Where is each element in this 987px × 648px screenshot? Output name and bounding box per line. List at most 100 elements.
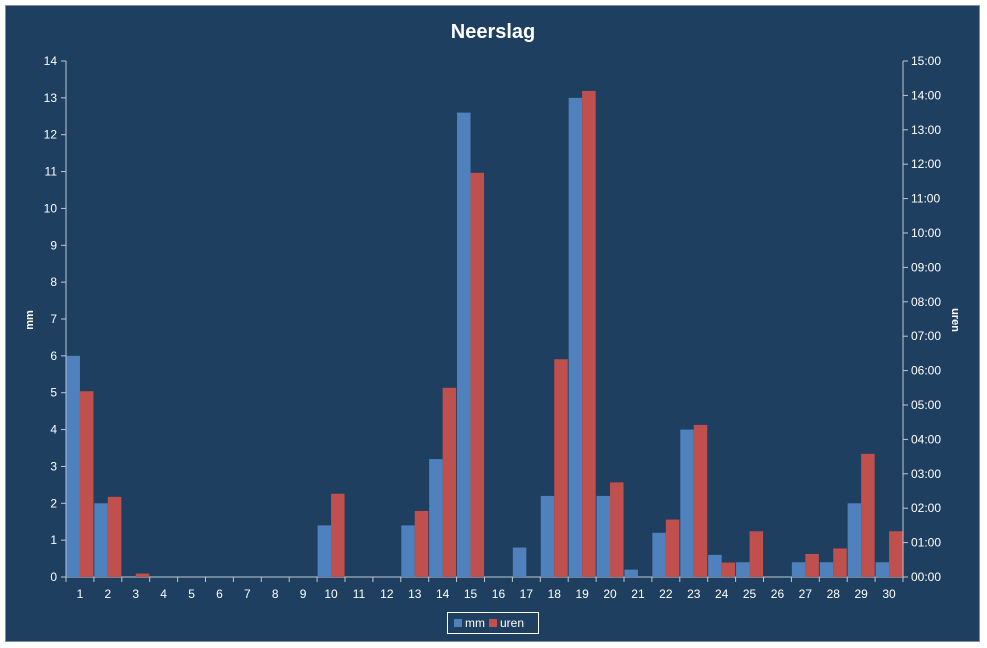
bar-uren [721,562,736,577]
x-tick-label: 30 [882,587,896,601]
x-tick-label: 25 [743,587,757,601]
x-tick-label: 9 [300,587,307,601]
legend-label-mm: mm [465,616,485,630]
y-tick-label: 6 [50,349,57,363]
y-tick-label: 9 [50,238,57,252]
x-tick-label: 1 [77,587,84,601]
x-tick-label: 18 [548,587,562,601]
x-tick-label: 27 [799,587,813,601]
bar-mm [875,562,890,577]
bar-uren [554,359,568,577]
bar-mm [680,429,694,577]
x-tick-label: 14 [436,587,450,601]
bar-mm [819,562,834,577]
y-tick-label: 1 [50,533,57,547]
bar-uren [470,172,485,578]
y-tick-label: 13 [44,91,58,105]
bar-mm [568,97,583,577]
x-tick-label: 7 [244,587,251,601]
bar-uren [805,553,819,577]
y2-tick-label: 05:00 [911,398,941,412]
bar-mm [708,554,722,577]
bar-mm [540,495,555,577]
y2-axis-label: uren [949,308,961,332]
x-tick-label: 17 [520,587,534,601]
x-tick-label: 29 [854,587,868,601]
bar-mm [66,355,80,577]
y2-tick-label: 04:00 [911,432,941,446]
y2-tick-label: 02:00 [911,501,941,515]
bar-mm [736,562,750,577]
bar-uren [833,548,847,577]
bar-uren [442,387,457,577]
x-tick-label: 3 [132,587,139,601]
bar-uren [665,519,680,577]
x-tick-label: 8 [272,587,279,601]
bar-uren [79,391,94,577]
y2-tick-label: 15:00 [911,54,941,68]
y2-tick-label: 11:00 [911,192,940,206]
bar-mm [791,562,806,577]
x-tick-label: 23 [687,587,701,601]
bar-uren [582,90,596,577]
y2-tick-label: 08:00 [911,295,941,309]
legend-item-uren: uren [489,616,524,630]
y-tick-label: 3 [50,459,57,473]
x-tick-label: 10 [324,587,338,601]
bar-uren [861,453,875,577]
bar-uren [610,482,624,577]
x-tick-label: 12 [380,587,394,601]
x-tick-label: 20 [603,587,617,601]
y2-tick-label: 03:00 [911,467,941,481]
bar-mm [317,525,332,577]
x-tick-label: 15 [464,587,478,601]
legend-item-mm: mm [454,616,485,630]
y2-tick-label: 12:00 [911,157,941,171]
bar-mm [512,547,527,577]
bar-uren [135,573,150,577]
bar-uren [693,424,708,577]
y-tick-label: 2 [50,496,57,510]
y2-tick-label: 09:00 [911,260,941,274]
bar-mm [847,503,862,577]
bar-mm [94,503,108,577]
chart-frame [5,5,980,642]
bar-mm [401,525,415,577]
y-tick-label: 8 [50,275,57,289]
x-tick-label: 24 [715,587,729,601]
x-tick-label: 13 [408,587,422,601]
x-tick-label: 11 [353,587,366,601]
y-tick-label: 0 [50,570,57,584]
bar-uren [889,531,903,577]
y-axis-label: mm [24,310,36,330]
bar-uren [331,493,345,577]
y2-tick-label: 06:00 [911,364,941,378]
x-tick-label: 4 [160,587,167,601]
bar-mm [457,112,471,577]
x-tick-label: 22 [659,587,673,601]
bar-mm [429,459,443,577]
y2-tick-label: 14:00 [911,88,941,102]
y-tick-label: 11 [45,165,58,179]
y-tick-label: 12 [44,128,58,142]
bar-uren [414,510,429,577]
legend: mm uren [447,612,539,634]
x-tick-label: 28 [827,587,841,601]
bar-uren [749,531,764,577]
y-tick-label: 10 [44,201,58,215]
y-tick-label: 14 [44,54,58,68]
legend-swatch-uren [489,619,497,627]
legend-swatch-mm [454,619,462,627]
y2-tick-label: 07:00 [911,329,941,343]
legend-label-uren: uren [500,616,525,630]
bar-mm [624,569,638,577]
x-tick-label: 26 [771,587,785,601]
y2-tick-label: 01:00 [911,536,941,550]
chart-title: Neerslag [451,21,536,43]
y2-tick-label: 10:00 [911,226,941,240]
x-tick-label: 21 [631,587,645,601]
x-tick-label: 5 [188,587,195,601]
y2-tick-label: 00:00 [911,570,941,584]
x-tick-label: 6 [216,587,223,601]
